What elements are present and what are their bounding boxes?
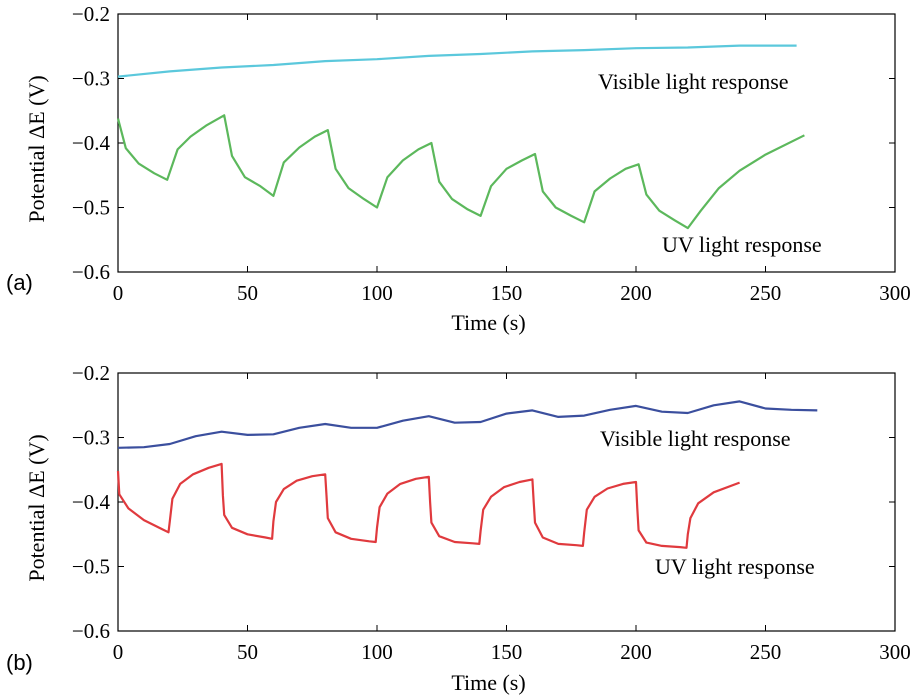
y-tick-label: −0.5 [72,196,110,220]
x-axis-title: Time (s) [451,310,525,335]
annotation-uv-light: UV light response [655,554,815,579]
y-axis-title: Potential ΔE (V) [24,434,49,581]
y-tick-label: −0.2 [72,361,110,385]
x-tick-label: 250 [750,281,782,305]
y-tick-label: −0.6 [72,260,110,284]
x-tick-label: 150 [491,281,523,305]
chart-panel-b: 0 50 100 150 200 250 300 −0.6 −0.5 −0.4 −0.3 −0.2 Vi… [6,361,911,695]
x-tick-label: 0 [113,281,124,305]
x-axis-title: Time (s) [451,670,525,695]
x-tick-label: 150 [491,640,523,664]
x-tick-label: 300 [879,640,911,664]
y-axis-title: Potential ΔE (V) [24,75,49,222]
annotation-uv-light: UV light response [662,232,822,257]
y-tick-label: −0.3 [72,67,110,91]
x-tick-label: 200 [620,281,652,305]
x-tick-label: 100 [361,640,393,664]
series-line-visible [117,44,797,78]
panel-label: (a) [6,270,33,295]
annotation-visible-light: Visible light response [600,426,791,451]
x-tick-label: 100 [361,281,393,305]
chart-panel-a: 0 50 100 150 200 250 300 −0.6 −0.5 −0.4 −0.3 −0.2 Vi… [6,2,911,335]
y-tick-label: −0.4 [72,490,111,514]
y-tick-label: −0.6 [72,619,110,643]
series-line-uv [116,462,740,549]
panel-label: (b) [6,650,33,675]
y-tick-label: −0.2 [72,2,110,26]
y-tick-label: −0.3 [72,426,110,450]
y-tick-label: −0.5 [72,555,110,579]
annotation-visible-light: Visible light response [598,69,789,94]
x-tick-label: 300 [879,281,911,305]
series-line-uv [116,114,805,230]
plot-frame [117,372,896,632]
x-tick-label: 0 [113,640,124,664]
y-tick-label: −0.4 [72,131,111,155]
x-tick-label: 50 [237,640,258,664]
series-line-visible [117,400,818,449]
x-tick-label: 50 [237,281,258,305]
x-tick-label: 250 [750,640,782,664]
x-tick-label: 200 [620,640,652,664]
